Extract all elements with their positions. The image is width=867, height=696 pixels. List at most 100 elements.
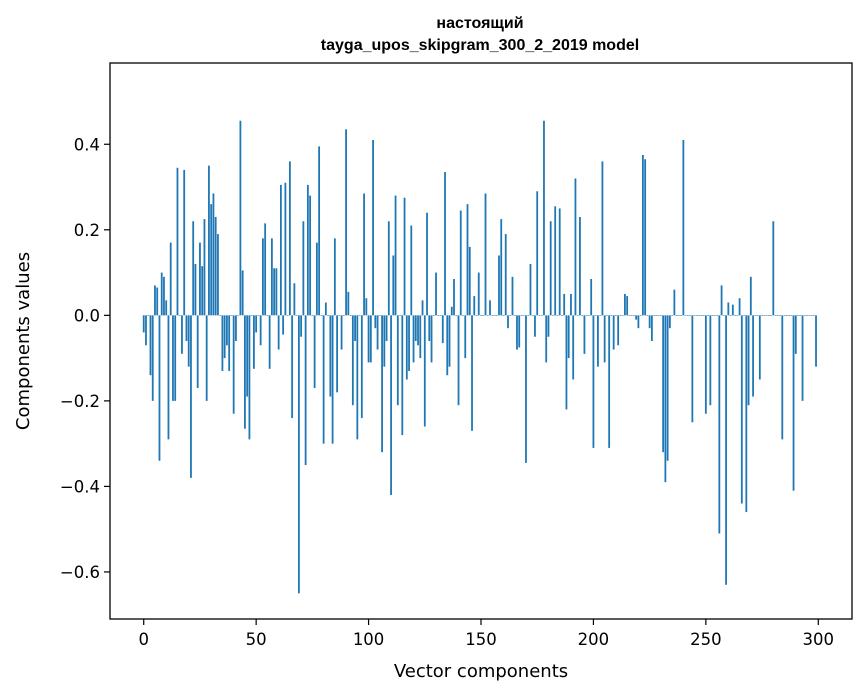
x-tick-label: 250	[690, 630, 722, 649]
bar-291	[797, 315, 799, 316]
bar-212	[619, 315, 622, 316]
bar-102	[372, 139, 374, 316]
bar-161	[504, 234, 507, 316]
bar-138	[453, 278, 455, 316]
bar-164	[511, 276, 514, 316]
y-axis: −0.6 −0.4 −0.2 0.0 0.2 0.4	[60, 135, 110, 582]
bar-76	[313, 315, 316, 389]
bar-82	[327, 315, 329, 316]
bar-98	[363, 193, 365, 316]
bar-150	[480, 315, 482, 316]
bar-116	[403, 197, 406, 316]
bar-149	[477, 272, 480, 316]
bar-184	[556, 315, 559, 316]
bar-118	[408, 315, 410, 371]
bar-84	[331, 315, 334, 444]
bar-251	[707, 315, 709, 316]
bar-77	[315, 242, 318, 316]
bar-244	[691, 315, 694, 423]
bar-101	[369, 315, 372, 363]
bar-41	[235, 315, 237, 341]
bar-238	[677, 315, 680, 316]
bar-43	[239, 120, 242, 316]
bar-50	[255, 315, 258, 333]
bar-287	[788, 315, 790, 316]
bar-193	[576, 315, 579, 316]
bar-100	[367, 315, 370, 363]
bar-211	[617, 315, 620, 346]
bar-66	[291, 315, 294, 418]
chart-title-line-1: настоящий	[436, 15, 523, 32]
bar-142	[462, 315, 464, 316]
bar-32	[214, 216, 217, 316]
bar-53	[262, 238, 264, 316]
bar-206	[606, 315, 608, 316]
bar-110	[390, 315, 392, 495]
bar-131	[437, 315, 440, 316]
bar-15	[176, 167, 179, 316]
bar-178	[543, 120, 545, 316]
bar-0	[142, 315, 145, 333]
bar-231	[662, 315, 665, 453]
bar-141	[459, 210, 462, 316]
bar-93	[351, 315, 354, 406]
bar-285	[783, 315, 786, 316]
bar-122	[417, 315, 419, 346]
bar-72	[304, 315, 307, 466]
bar-209	[612, 315, 615, 350]
bar-70	[300, 315, 303, 337]
bar-281	[774, 315, 777, 316]
bar-8	[160, 272, 163, 316]
bar-267	[743, 315, 745, 316]
bar-265	[738, 298, 741, 316]
bar-67	[293, 283, 296, 316]
y-tick-label: 0.2	[74, 221, 100, 240]
bar-97	[360, 315, 363, 418]
bar-217	[630, 315, 633, 316]
bar-10	[165, 300, 168, 316]
bar-186	[561, 315, 563, 316]
bar-230	[659, 315, 662, 316]
bar-292	[799, 315, 802, 316]
bar-55	[266, 315, 269, 316]
bar-44	[241, 270, 244, 316]
bar-96	[358, 315, 361, 316]
bar-255	[716, 315, 718, 316]
bar-129	[432, 315, 435, 316]
bar-107	[383, 315, 386, 367]
bar-239	[680, 315, 683, 316]
bar-56	[268, 315, 271, 369]
bar-27	[203, 219, 206, 316]
bar-48	[250, 315, 253, 316]
bar-233	[666, 315, 669, 461]
bar-26	[201, 266, 204, 316]
bar-284	[781, 315, 784, 440]
bar-7	[158, 315, 161, 461]
bar-71	[302, 221, 305, 316]
bar-282	[776, 315, 779, 316]
bar-158	[498, 255, 500, 316]
bar-259	[725, 315, 727, 585]
bar-99	[365, 298, 368, 316]
bar-11	[167, 315, 170, 440]
bar-75	[311, 315, 314, 316]
bar-89	[342, 315, 345, 316]
bar-119	[410, 225, 413, 316]
bar-108	[385, 315, 388, 341]
bar-127	[428, 315, 431, 341]
bar-225	[648, 315, 651, 329]
bar-40	[232, 315, 235, 414]
y-tick-label: 0.4	[74, 135, 100, 154]
bar-192	[574, 178, 577, 316]
bar-172	[529, 264, 532, 316]
bar-222	[641, 154, 644, 316]
bar-159	[500, 219, 503, 316]
bar-2	[147, 315, 150, 316]
bar-216	[628, 315, 631, 316]
bar-54	[264, 223, 267, 316]
bar-132	[439, 315, 442, 316]
bar-134	[444, 172, 446, 316]
bar-62	[282, 315, 285, 335]
bar-198	[588, 315, 590, 316]
bar-241	[684, 315, 687, 316]
